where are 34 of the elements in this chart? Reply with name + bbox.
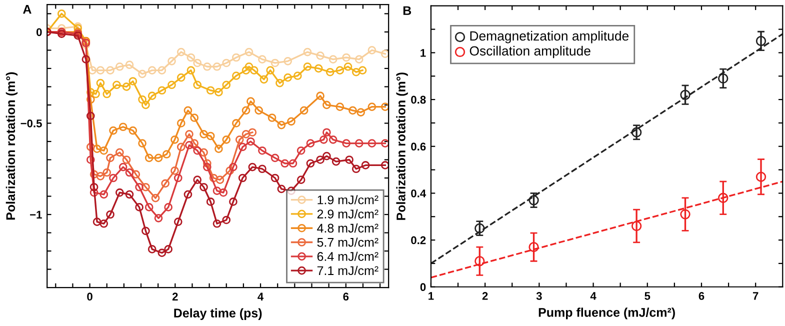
x-tick-label: 5 (644, 292, 650, 300)
legend-label: 5.7 mJ/cm² (317, 238, 378, 247)
legend-label: Demagnetization amplitude (470, 30, 629, 44)
x-tick-label: 1 (428, 292, 434, 300)
y-tick-label: 0.4 (411, 189, 426, 198)
text: A (23, 5, 32, 14)
x-tick-label: 6 (343, 292, 349, 301)
y-tick-label: 0.6 (411, 142, 426, 151)
legend-label: 6.4 mJ/cm² (317, 252, 378, 261)
y-tick-label: 0 (36, 28, 42, 36)
y-tick-label: 0.8 (411, 96, 426, 104)
y-axis-title: Polarization rotation (m°) (6, 72, 18, 220)
y-tick-label: 1 (420, 49, 426, 57)
x-tick-label: 3 (536, 292, 542, 300)
x-axis-title: Delay time (ps) (174, 308, 262, 320)
y-tick-label: 0 (420, 283, 426, 292)
x-tick-label: 2 (482, 292, 488, 300)
y-axis-title: Polarization rotation (m°) (396, 72, 408, 220)
x-tick-label: 4 (258, 292, 264, 300)
x-axis-title: Pump fluence (mJ/cm²) (538, 308, 675, 320)
legend-label: Oscillation amplitude (470, 46, 590, 58)
y-tick-label: 0.2 (411, 236, 426, 244)
legend-label: 2.9 mJ/cm² (317, 209, 378, 218)
legend-label: 1.9 mJ/cm² (318, 195, 378, 204)
x-tick-label: 7 (752, 292, 758, 300)
x-tick-label: 2 (172, 292, 178, 300)
legend-label: 7.1 mJ/cm² (317, 266, 378, 276)
x-tick-label: 4 (590, 292, 596, 300)
text: B (403, 6, 412, 15)
x-tick-label: 6 (698, 292, 704, 300)
legend-label: 4.8 mJ/cm² (317, 223, 378, 233)
y-tick-label: −0.5 (20, 119, 42, 128)
x-tick-label: 0 (87, 292, 92, 301)
y-tick-label: −1 (30, 210, 42, 219)
